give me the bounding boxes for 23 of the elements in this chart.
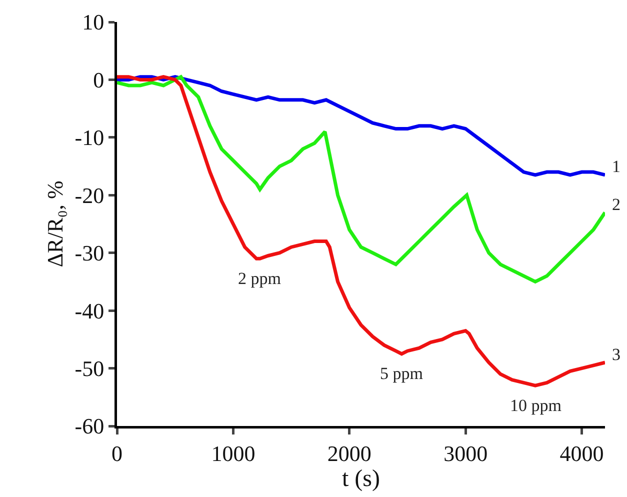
y-tick-label: -60 bbox=[74, 414, 104, 439]
y-tick-label: -50 bbox=[74, 356, 104, 381]
x-tick-label: 0 bbox=[112, 440, 122, 466]
annotation: 2 ppm bbox=[238, 269, 281, 288]
y-axis-title: ΔR/R₀, % bbox=[42, 180, 68, 268]
y-tick-label: -30 bbox=[74, 240, 104, 266]
y-tick-label: -40 bbox=[74, 298, 104, 324]
x-tick-label: 4000 bbox=[560, 440, 604, 466]
x-axis-title: t (s) bbox=[342, 466, 380, 492]
x-tick-label: 3000 bbox=[444, 440, 488, 466]
series-label: 3 bbox=[612, 345, 620, 364]
annotation: 10 ppm bbox=[510, 396, 562, 415]
line-series bbox=[117, 75, 605, 388]
series-label: 2 bbox=[612, 195, 620, 214]
series-label: 1 bbox=[612, 157, 620, 176]
annotation: 5 ppm bbox=[380, 364, 423, 383]
line-series bbox=[117, 75, 605, 177]
y-tick-label: 0 bbox=[93, 67, 104, 92]
y-tick-label: -20 bbox=[74, 182, 104, 208]
y-tick-label: -10 bbox=[74, 125, 104, 150]
x-tick-label: 2000 bbox=[327, 440, 372, 466]
y-tick-label: 10 bbox=[82, 10, 104, 35]
x-tick-label: 1000 bbox=[211, 440, 256, 466]
